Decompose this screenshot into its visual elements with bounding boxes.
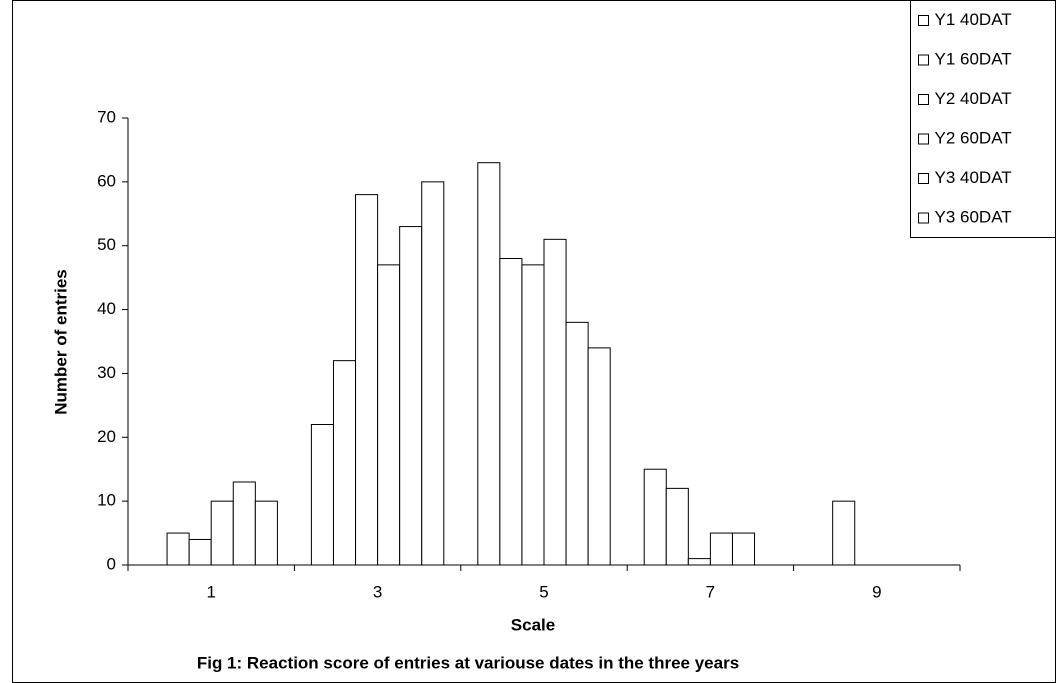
x-axis-label: Scale [511,615,555,634]
bar [166,532,190,566]
bar [687,558,711,566]
bar [499,257,523,566]
x-tick-label: 1 [206,582,215,601]
bar [188,538,212,566]
bar [565,321,589,566]
bar [477,162,501,566]
bar [310,424,334,566]
legend-swatch [918,94,929,105]
bar [355,194,379,566]
bar [332,360,357,566]
y-tick-label: 30 [97,363,116,382]
y-tick-label: 60 [97,171,116,190]
legend-swatch [918,54,929,66]
bar [399,226,423,566]
legend-box [910,0,1056,238]
legend-label: Y3 60DAT [935,207,1012,226]
legend-label: Y1 40DAT [935,10,1012,29]
legend-label: Y3 40DAT [935,168,1012,187]
chart-title: Fig 1: Reaction score of entries at vari… [197,653,739,672]
bar [709,532,733,566]
x-tick-label: 7 [706,582,715,601]
bar [832,500,856,566]
bar [731,532,756,566]
y-tick-label: 40 [97,299,116,318]
bar [665,487,689,566]
bar [210,500,234,566]
bar [421,181,445,566]
bar [232,481,256,566]
legend-swatch [918,15,929,26]
y-tick-label: 70 [97,107,116,126]
legend-label: Y2 60DAT [935,128,1012,147]
bar [587,347,611,566]
legend-label: Y2 40DAT [935,89,1012,108]
bar [543,238,567,566]
y-tick-label: 50 [97,235,116,254]
x-tick-label: 3 [373,582,382,601]
bar [254,500,278,566]
x-tick-label: 5 [539,582,548,601]
legend-swatch [918,173,929,184]
legend-swatch [918,133,929,145]
y-tick-label: 10 [97,491,116,510]
bar [521,264,545,566]
x-tick-label: 9 [872,582,881,601]
y-tick-label: 20 [97,427,116,446]
bar [377,264,401,566]
legend-swatch [918,212,929,224]
legend-label: Y1 60DAT [935,49,1012,68]
bar [643,468,667,566]
y-tick-label: 0 [107,554,116,573]
y-axis-label: Number of entries [51,269,70,414]
